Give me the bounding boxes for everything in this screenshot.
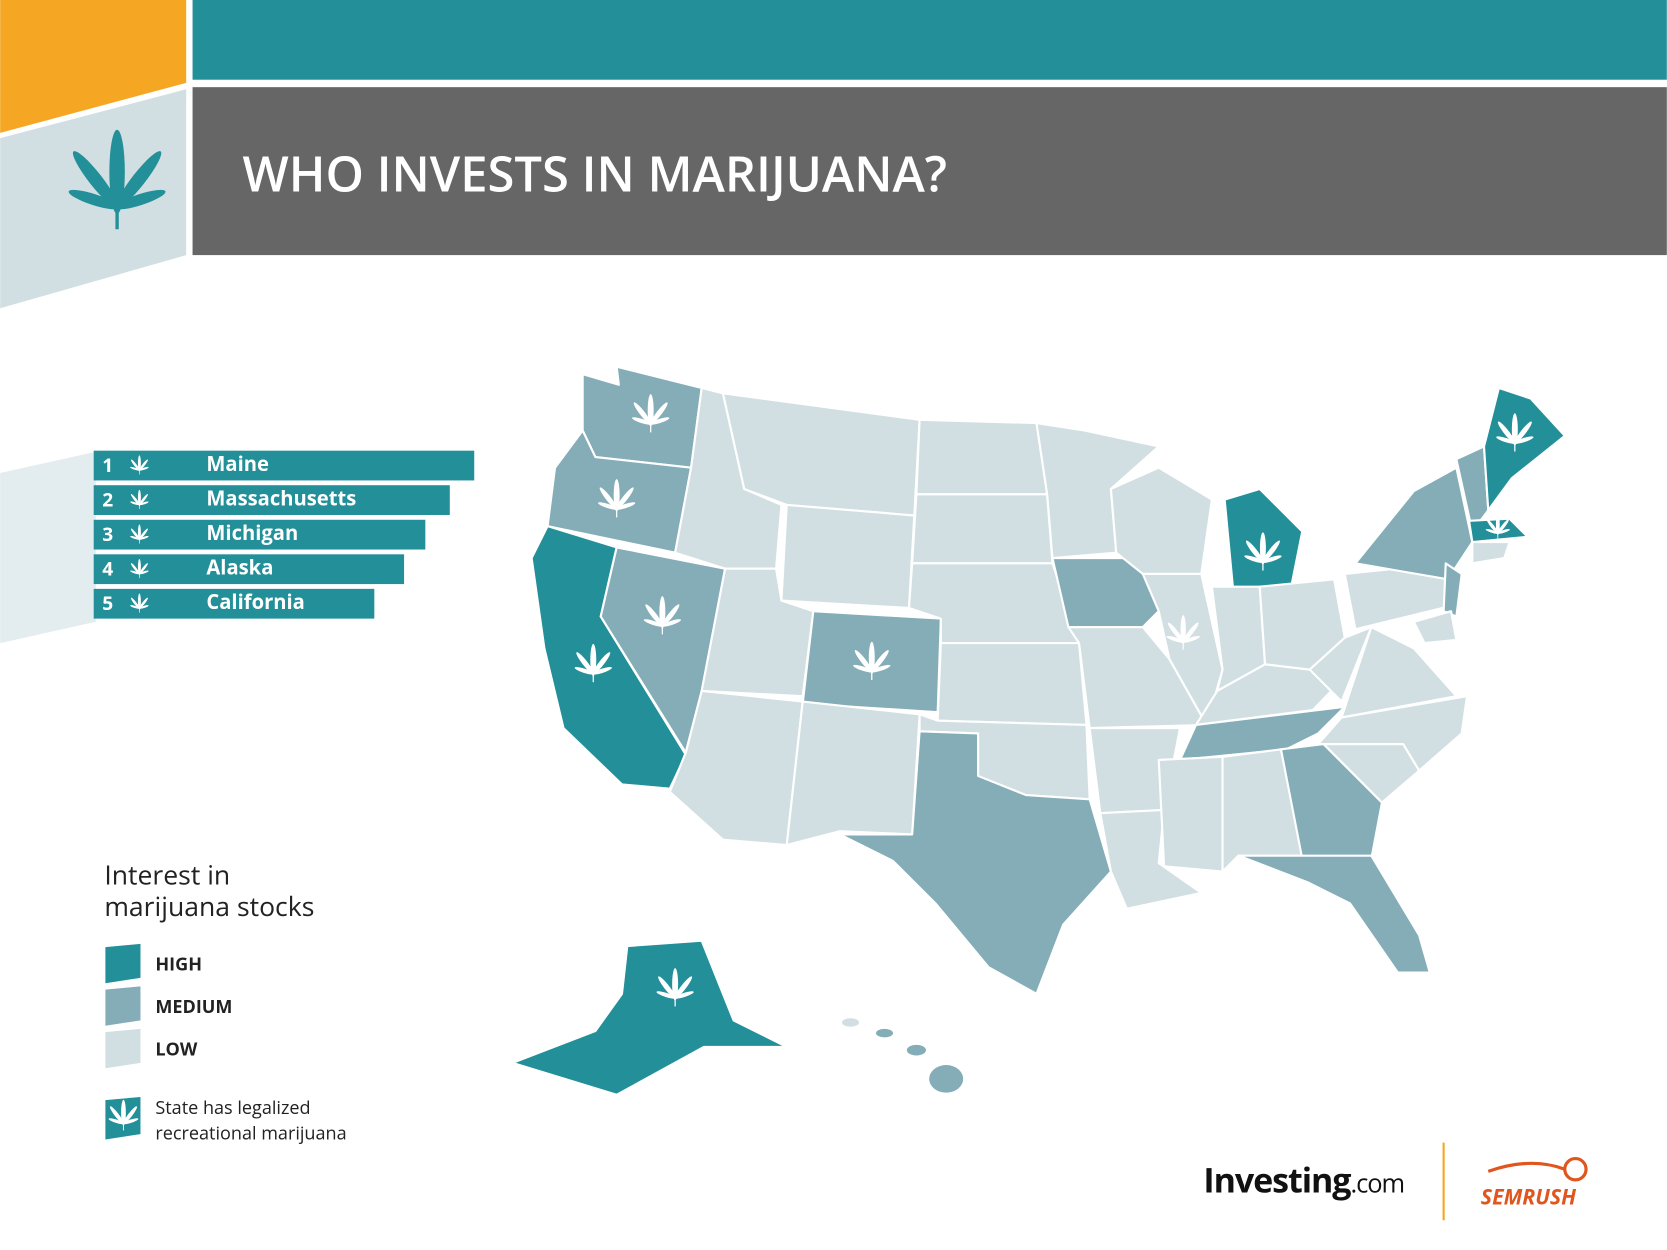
state [1308,626,1373,703]
list-band [0,451,96,644]
top-bar [192,0,1667,80]
rank-number: 3 [102,521,113,547]
state [785,700,921,847]
state [1412,610,1458,645]
state [911,493,1054,565]
rank-state: Maine [206,449,269,477]
title-bar [192,87,1667,256]
legend-swatch [105,943,141,984]
state [1354,466,1474,581]
legend-level: MEDIUM [155,995,232,1019]
legend-title: Interest in [104,856,230,892]
rank-number: 4 [102,556,113,582]
semrush-mark [1487,1161,1566,1173]
state [936,642,1088,726]
rank-bar [93,485,450,515]
rank-number: 1 [102,452,113,478]
rank-state: Massachusetts [206,483,356,511]
rank-bar [93,519,426,550]
state [1471,541,1511,565]
legend-swatch [105,986,141,1026]
us-map [511,365,1566,1096]
legend-level: LOW [155,1037,198,1061]
state [511,939,788,1096]
rank-number: 5 [102,590,113,616]
legend-note: State has legalized [155,1096,310,1120]
title: WHO INVESTS IN MARIJUANA? [243,140,948,206]
state [1279,742,1384,860]
rank-state: Michigan [206,518,298,546]
rank-state: California [206,587,304,615]
state [915,418,1049,496]
rank-state: Alaska [206,553,273,581]
state [838,730,1112,995]
investing-logo: Investing.com [1203,1157,1404,1203]
island [929,1065,964,1093]
state [1340,626,1458,719]
legend-title: marijuana stocks [104,888,314,924]
island [842,1018,860,1027]
legend: Interest in marijuana stocks State has l… [104,856,346,1145]
legend-note: recreational marijuana [155,1121,346,1145]
island [876,1028,894,1038]
rank-number: 2 [102,486,113,512]
rank-bar [93,450,475,481]
rank-bar [93,554,405,585]
state [1237,854,1431,974]
legend-level: HIGH [155,952,202,976]
state [1442,562,1463,618]
island [906,1044,926,1056]
ranking-list: 1 Maine 2 Massachusetts 3 Michigan 4 Alaska 5 Cal… [93,449,475,619]
semrush-logo: SEMRUSH [1481,1182,1576,1211]
state [780,503,916,610]
state [1157,755,1224,873]
legend-swatch [105,1028,141,1069]
state [1482,386,1566,512]
orange-corner [0,0,187,133]
